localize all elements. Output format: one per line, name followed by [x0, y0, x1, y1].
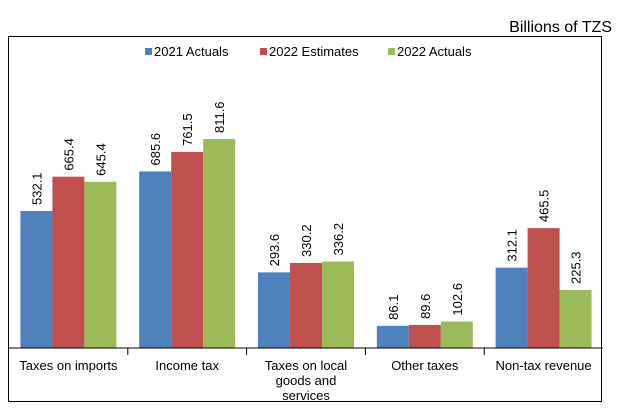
- data-label-series1-cat3: 293.6: [267, 234, 282, 267]
- bar-series3-cat2: [203, 139, 236, 348]
- data-label-series3-cat1: 645.4: [93, 143, 108, 176]
- bar-series2-cat1: [52, 176, 85, 348]
- data-label-series2-cat1: 665.4: [61, 138, 76, 171]
- legend-label-2: 2022 Estimates: [269, 44, 359, 59]
- x-tick-label-3-line3: services: [282, 388, 330, 403]
- bar-series1-cat2: [139, 171, 172, 348]
- bar-series2-cat4: [408, 324, 441, 348]
- x-tick-label-3-line1: Taxes on local: [265, 358, 347, 373]
- data-label-series3-cat5: 225.3: [569, 251, 584, 284]
- bar-series3-cat1: [84, 181, 117, 348]
- bar-chart: 2021 Actuals 2022 Estimates 2022 Actuals 53…: [9, 44, 603, 403]
- data-label-series2-cat2: 761.5: [180, 113, 195, 146]
- legend-label-3: 2022 Actuals: [397, 44, 472, 59]
- data-label-series1-cat4: 86.1: [386, 295, 401, 320]
- data-label-series2-cat5: 465.5: [537, 190, 552, 223]
- x-tick-label-1: Taxes on imports: [19, 358, 118, 373]
- data-label-series3-cat4: 102.6: [450, 283, 465, 316]
- bar-series2-cat2: [171, 151, 204, 348]
- x-tick-label-2: Income tax: [155, 358, 219, 373]
- legend-swatch-1: [145, 48, 152, 55]
- bar-series2-cat3: [290, 262, 322, 348]
- legend-label-1: 2021 Actuals: [154, 44, 229, 59]
- bar-series3-cat4: [440, 321, 473, 348]
- bar-series1-cat1: [20, 210, 53, 348]
- legend-swatch-2: [260, 48, 267, 55]
- data-label-series2-cat3: 330.2: [299, 224, 314, 257]
- x-tick-label-5: Non-tax revenue: [496, 358, 592, 373]
- bar-series3-cat5: [559, 289, 592, 348]
- bar-series1-cat3: [258, 272, 290, 348]
- chart-frame: 2021 Actuals 2022 Estimates 2022 Actuals 53…: [8, 36, 603, 403]
- unit-label: Billions of TZS: [509, 19, 612, 36]
- bar-series1-cat5: [495, 267, 528, 348]
- bar-series2-cat5: [527, 228, 560, 348]
- data-label-series1-cat5: 312.1: [505, 229, 520, 262]
- data-label-series1-cat2: 685.6: [148, 133, 163, 166]
- x-tick-label-3-line2: goods and: [276, 373, 337, 388]
- bar-series3-cat3: [322, 261, 354, 348]
- legend-swatch-3: [388, 48, 395, 55]
- data-label-series3-cat2: 811.6: [212, 101, 227, 133]
- data-label-series3-cat3: 336.2: [331, 223, 346, 256]
- data-label-series1-cat1: 532.1: [29, 172, 44, 205]
- x-tick-label-4: Other taxes: [391, 358, 459, 373]
- data-label-series2-cat4: 89.6: [418, 294, 433, 319]
- bar-series1-cat4: [376, 325, 409, 348]
